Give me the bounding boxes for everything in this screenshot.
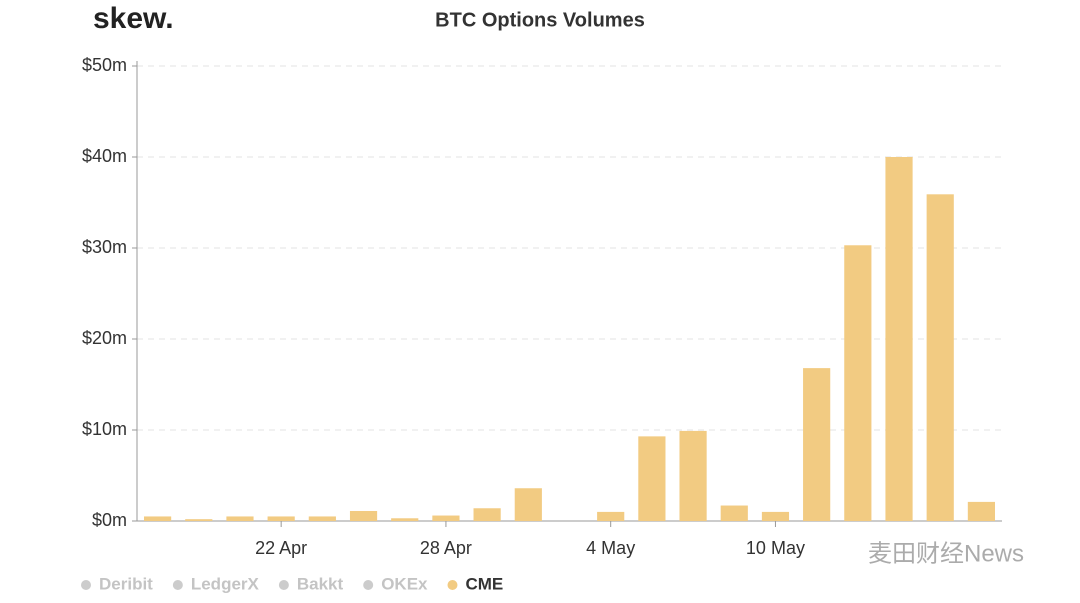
y-tick-label: $50m xyxy=(82,55,127,75)
bar xyxy=(597,511,625,521)
legend-marker xyxy=(278,580,289,590)
bar xyxy=(391,518,419,521)
bar xyxy=(267,516,295,521)
x-tick-label: 28 Apr xyxy=(420,538,472,558)
y-tick-label: $40m xyxy=(82,146,127,166)
bar xyxy=(803,368,831,521)
bar xyxy=(185,519,213,521)
logo: skew. xyxy=(93,2,174,35)
bar xyxy=(885,157,913,521)
watermark: 麦田财经News xyxy=(868,540,1024,567)
bar xyxy=(349,510,378,521)
legend-label: LedgerX xyxy=(191,574,260,593)
bar xyxy=(967,501,995,521)
legend-marker xyxy=(81,580,91,590)
bar xyxy=(844,245,872,521)
y-tick-label: $30m xyxy=(82,237,127,257)
bar xyxy=(679,430,707,521)
bar xyxy=(720,505,748,521)
x-tick-label: 4 May xyxy=(586,538,635,558)
bar xyxy=(432,515,460,521)
legend-marker xyxy=(447,580,458,590)
legend-label: CME xyxy=(465,574,503,593)
y-tick-label: $10m xyxy=(82,419,127,439)
legend-label: OKEx xyxy=(381,574,428,593)
bar xyxy=(638,436,666,521)
bar xyxy=(308,516,336,521)
x-tick-label: 10 May xyxy=(746,538,805,558)
legend-marker xyxy=(172,580,183,590)
x-tick-label: 22 Apr xyxy=(255,538,307,558)
bar xyxy=(926,194,954,521)
bar xyxy=(473,508,501,521)
y-tick-label: $0m xyxy=(92,510,127,530)
legend-label: Bakkt xyxy=(297,574,344,593)
legend-label: Deribit xyxy=(99,574,153,593)
legend-marker xyxy=(363,580,374,590)
bar xyxy=(514,488,542,521)
bar xyxy=(761,511,790,521)
bar xyxy=(226,516,254,521)
bar xyxy=(144,516,172,521)
y-tick-label: $20m xyxy=(82,328,127,348)
chart-title: BTC Options Volumes xyxy=(435,9,645,31)
